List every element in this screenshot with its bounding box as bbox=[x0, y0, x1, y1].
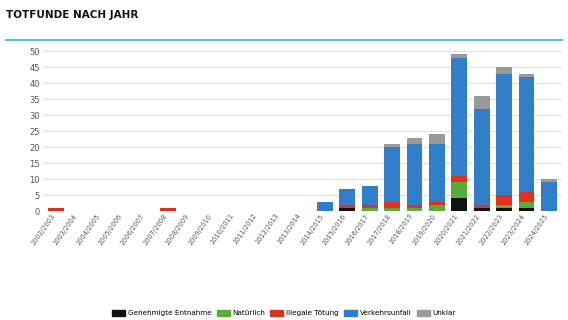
Bar bbox=[519, 74, 534, 77]
Bar bbox=[407, 208, 423, 211]
Bar bbox=[541, 179, 557, 182]
Bar bbox=[384, 147, 400, 202]
Bar bbox=[474, 205, 490, 208]
Bar bbox=[362, 208, 378, 211]
Bar bbox=[541, 182, 557, 211]
Bar bbox=[519, 208, 534, 211]
Bar bbox=[407, 144, 423, 205]
Bar bbox=[519, 202, 534, 208]
Bar bbox=[429, 205, 445, 211]
Bar bbox=[429, 134, 445, 144]
Bar bbox=[362, 205, 378, 208]
Bar bbox=[452, 176, 467, 182]
Bar bbox=[317, 202, 333, 211]
Legend: Genehmigte Entnahme, Natürlich, Illegale Tötung, Verkehrsunfall, Unklar: Genehmigte Entnahme, Natürlich, Illegale… bbox=[112, 310, 456, 316]
Bar bbox=[340, 189, 355, 205]
Bar bbox=[384, 202, 400, 208]
Bar bbox=[452, 54, 467, 58]
Text: TOTFUNDE NACH JAHR: TOTFUNDE NACH JAHR bbox=[6, 10, 138, 20]
Bar bbox=[429, 144, 445, 202]
Bar bbox=[519, 192, 534, 202]
Bar bbox=[362, 186, 378, 205]
Bar bbox=[452, 182, 467, 198]
Bar bbox=[496, 74, 512, 195]
Bar bbox=[340, 205, 355, 208]
Bar bbox=[496, 208, 512, 211]
Bar bbox=[160, 208, 176, 211]
Bar bbox=[474, 208, 490, 211]
Bar bbox=[519, 77, 534, 192]
Bar bbox=[452, 198, 467, 211]
Bar bbox=[474, 96, 490, 109]
Bar bbox=[496, 195, 512, 205]
Bar bbox=[496, 67, 512, 74]
Bar bbox=[48, 208, 64, 211]
Bar bbox=[452, 58, 467, 176]
Bar bbox=[384, 144, 400, 147]
Bar bbox=[496, 205, 512, 208]
Bar bbox=[384, 208, 400, 211]
Bar bbox=[407, 138, 423, 144]
Bar bbox=[340, 208, 355, 211]
Bar bbox=[474, 109, 490, 205]
Bar bbox=[407, 205, 423, 208]
Bar bbox=[429, 202, 445, 205]
